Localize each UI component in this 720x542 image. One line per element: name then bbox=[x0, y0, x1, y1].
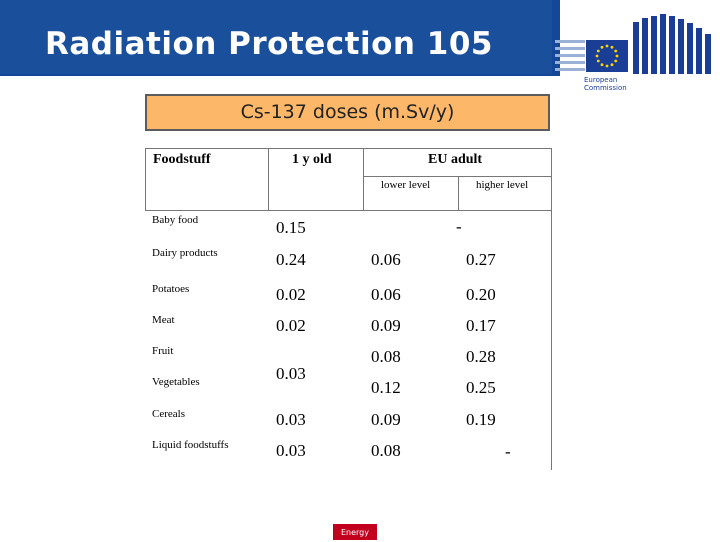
row-name-baby-food: Baby food bbox=[152, 214, 199, 226]
eu-flag-icon bbox=[586, 40, 628, 72]
col-divider-3 bbox=[458, 176, 459, 210]
row-name-vegetables: Vegetables bbox=[152, 376, 200, 388]
cell-1y-liquid: 0.03 bbox=[276, 441, 306, 460]
cell-lower-cereals: 0.09 bbox=[371, 410, 401, 429]
energy-badge: Energy bbox=[333, 524, 377, 540]
cell-lower-potatoes: 0.06 bbox=[371, 285, 401, 304]
header-1y-old: 1 y old bbox=[292, 152, 332, 167]
table-top-border bbox=[145, 148, 552, 149]
header-split-line bbox=[363, 176, 552, 177]
cell-lower-fruit: 0.08 bbox=[371, 347, 401, 366]
row-name-meat: Meat bbox=[152, 314, 175, 326]
cell-1y-fruit-vegetables: 0.03 bbox=[276, 364, 306, 383]
logo-line1: European bbox=[584, 76, 618, 84]
cell-higher-dairy: 0.27 bbox=[466, 250, 496, 269]
header-foodstuff: Foodstuff bbox=[153, 152, 211, 167]
cell-higher-fruit: 0.28 bbox=[466, 347, 496, 366]
cell-higher-liquid: - bbox=[505, 442, 511, 461]
page-title: Radiation Protection 105 bbox=[45, 26, 493, 62]
cell-1y-dairy: 0.24 bbox=[276, 250, 306, 269]
cell-higher-vegetables: 0.25 bbox=[466, 378, 496, 397]
table-caption: Cs-137 doses (m.Sv/y) bbox=[145, 94, 550, 131]
header-eu-adult: EU adult bbox=[428, 152, 483, 167]
cell-lower-dairy: 0.06 bbox=[371, 250, 401, 269]
table-left-border bbox=[145, 148, 146, 210]
cell-higher-potatoes: 0.20 bbox=[466, 285, 496, 304]
cell-higher-meat: 0.17 bbox=[466, 316, 496, 335]
logo-stripes-icon bbox=[555, 40, 585, 71]
row-name-cereals: Cereals bbox=[152, 408, 185, 420]
cell-higher-cereals: 0.19 bbox=[466, 410, 496, 429]
header-bottom-line bbox=[145, 210, 552, 211]
cell-1y-meat: 0.02 bbox=[276, 316, 306, 335]
header-higher-level: higher level bbox=[476, 179, 529, 191]
cell-lower-meat: 0.09 bbox=[371, 316, 401, 335]
cell-lower-vegetables: 0.12 bbox=[371, 378, 401, 397]
col-divider-1 bbox=[268, 148, 269, 210]
cell-1y-cereals: 0.03 bbox=[276, 410, 306, 429]
cell-lower-liquid: 0.08 bbox=[371, 441, 401, 460]
row-name-dairy: Dairy products bbox=[152, 247, 218, 259]
cell-1y-baby-food: 0.15 bbox=[276, 218, 306, 237]
col-divider-2 bbox=[363, 148, 364, 210]
header-lower-level: lower level bbox=[381, 179, 431, 191]
row-name-fruit: Fruit bbox=[152, 345, 174, 357]
european-commission-logo-icon bbox=[633, 14, 711, 74]
row-name-potatoes: Potatoes bbox=[152, 283, 190, 295]
table-right-border bbox=[551, 148, 552, 470]
row-name-liquid: Liquid foodstuffs bbox=[152, 439, 229, 451]
logo-text: European Commission bbox=[584, 76, 634, 92]
header-band bbox=[0, 0, 552, 74]
cell-merged-baby-food: - bbox=[456, 217, 462, 236]
cell-1y-potatoes: 0.02 bbox=[276, 285, 306, 304]
logo-line2: Commission bbox=[584, 84, 627, 92]
